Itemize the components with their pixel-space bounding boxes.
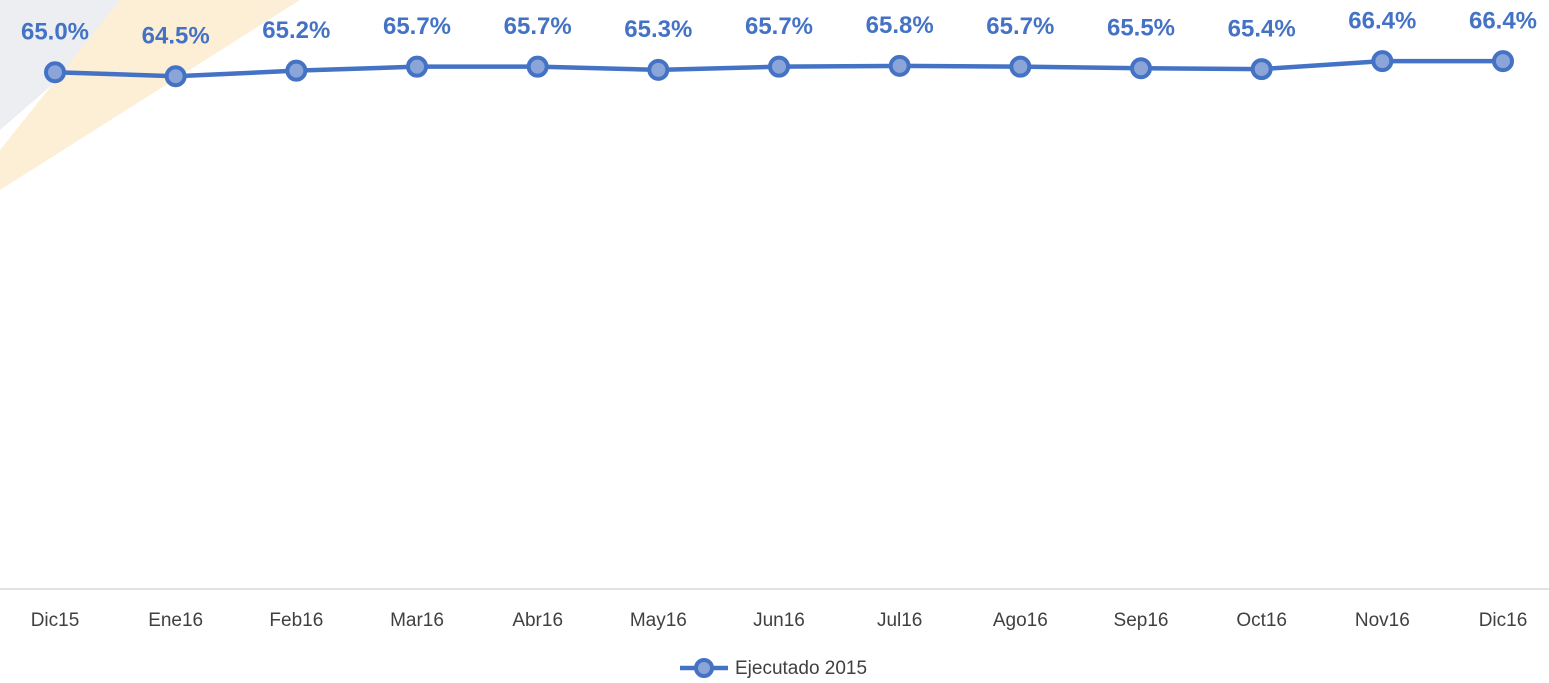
data-label: 65.7% xyxy=(383,13,451,40)
data-label: 65.7% xyxy=(745,13,813,40)
x-tick-label: Abr16 xyxy=(512,610,563,631)
x-tick-label: Dic15 xyxy=(31,610,80,631)
data-label: 65.4% xyxy=(1228,15,1296,42)
point-marker xyxy=(1250,58,1273,81)
data-label: 65.2% xyxy=(262,17,330,44)
point-marker xyxy=(888,54,911,77)
point-marker xyxy=(647,58,670,81)
x-tick-label: Ago16 xyxy=(993,610,1048,631)
x-tick-label: May16 xyxy=(630,610,687,631)
point-marker xyxy=(285,59,308,82)
data-label: 65.3% xyxy=(624,16,692,43)
data-label: 65.8% xyxy=(866,12,934,39)
point-marker xyxy=(526,55,549,78)
x-tick-label: Feb16 xyxy=(269,610,323,631)
watermark xyxy=(0,0,300,190)
point-marker xyxy=(44,61,66,84)
point-marker xyxy=(1130,57,1152,80)
point-marker xyxy=(1492,50,1514,73)
x-tick-label: Oct16 xyxy=(1236,610,1287,631)
data-label: 66.4% xyxy=(1469,7,1537,34)
x-tick-label: Jun16 xyxy=(753,610,805,631)
data-label: 65.7% xyxy=(504,13,572,40)
x-tick-label: Mar16 xyxy=(390,610,444,631)
x-tick-label: Dic16 xyxy=(1479,610,1528,631)
legend-label: Ejecutado 2015 xyxy=(735,658,867,679)
point-marker xyxy=(406,55,428,78)
point-marker xyxy=(1009,55,1032,78)
x-tick-label: Nov16 xyxy=(1355,610,1410,631)
legend-marker xyxy=(694,658,714,678)
data-label: 66.4% xyxy=(1348,7,1416,34)
data-label: 65.0% xyxy=(21,19,89,46)
x-tick-label: Jul16 xyxy=(877,610,922,631)
data-label: 64.5% xyxy=(142,23,210,50)
x-tick-label: Sep16 xyxy=(1114,610,1169,631)
point-marker xyxy=(768,55,790,78)
data-label: 65.5% xyxy=(1107,15,1175,42)
data-label: 65.7% xyxy=(986,13,1054,40)
point-marker xyxy=(1371,50,1394,73)
x-tick-label: Ene16 xyxy=(148,610,203,631)
point-marker xyxy=(164,65,187,88)
